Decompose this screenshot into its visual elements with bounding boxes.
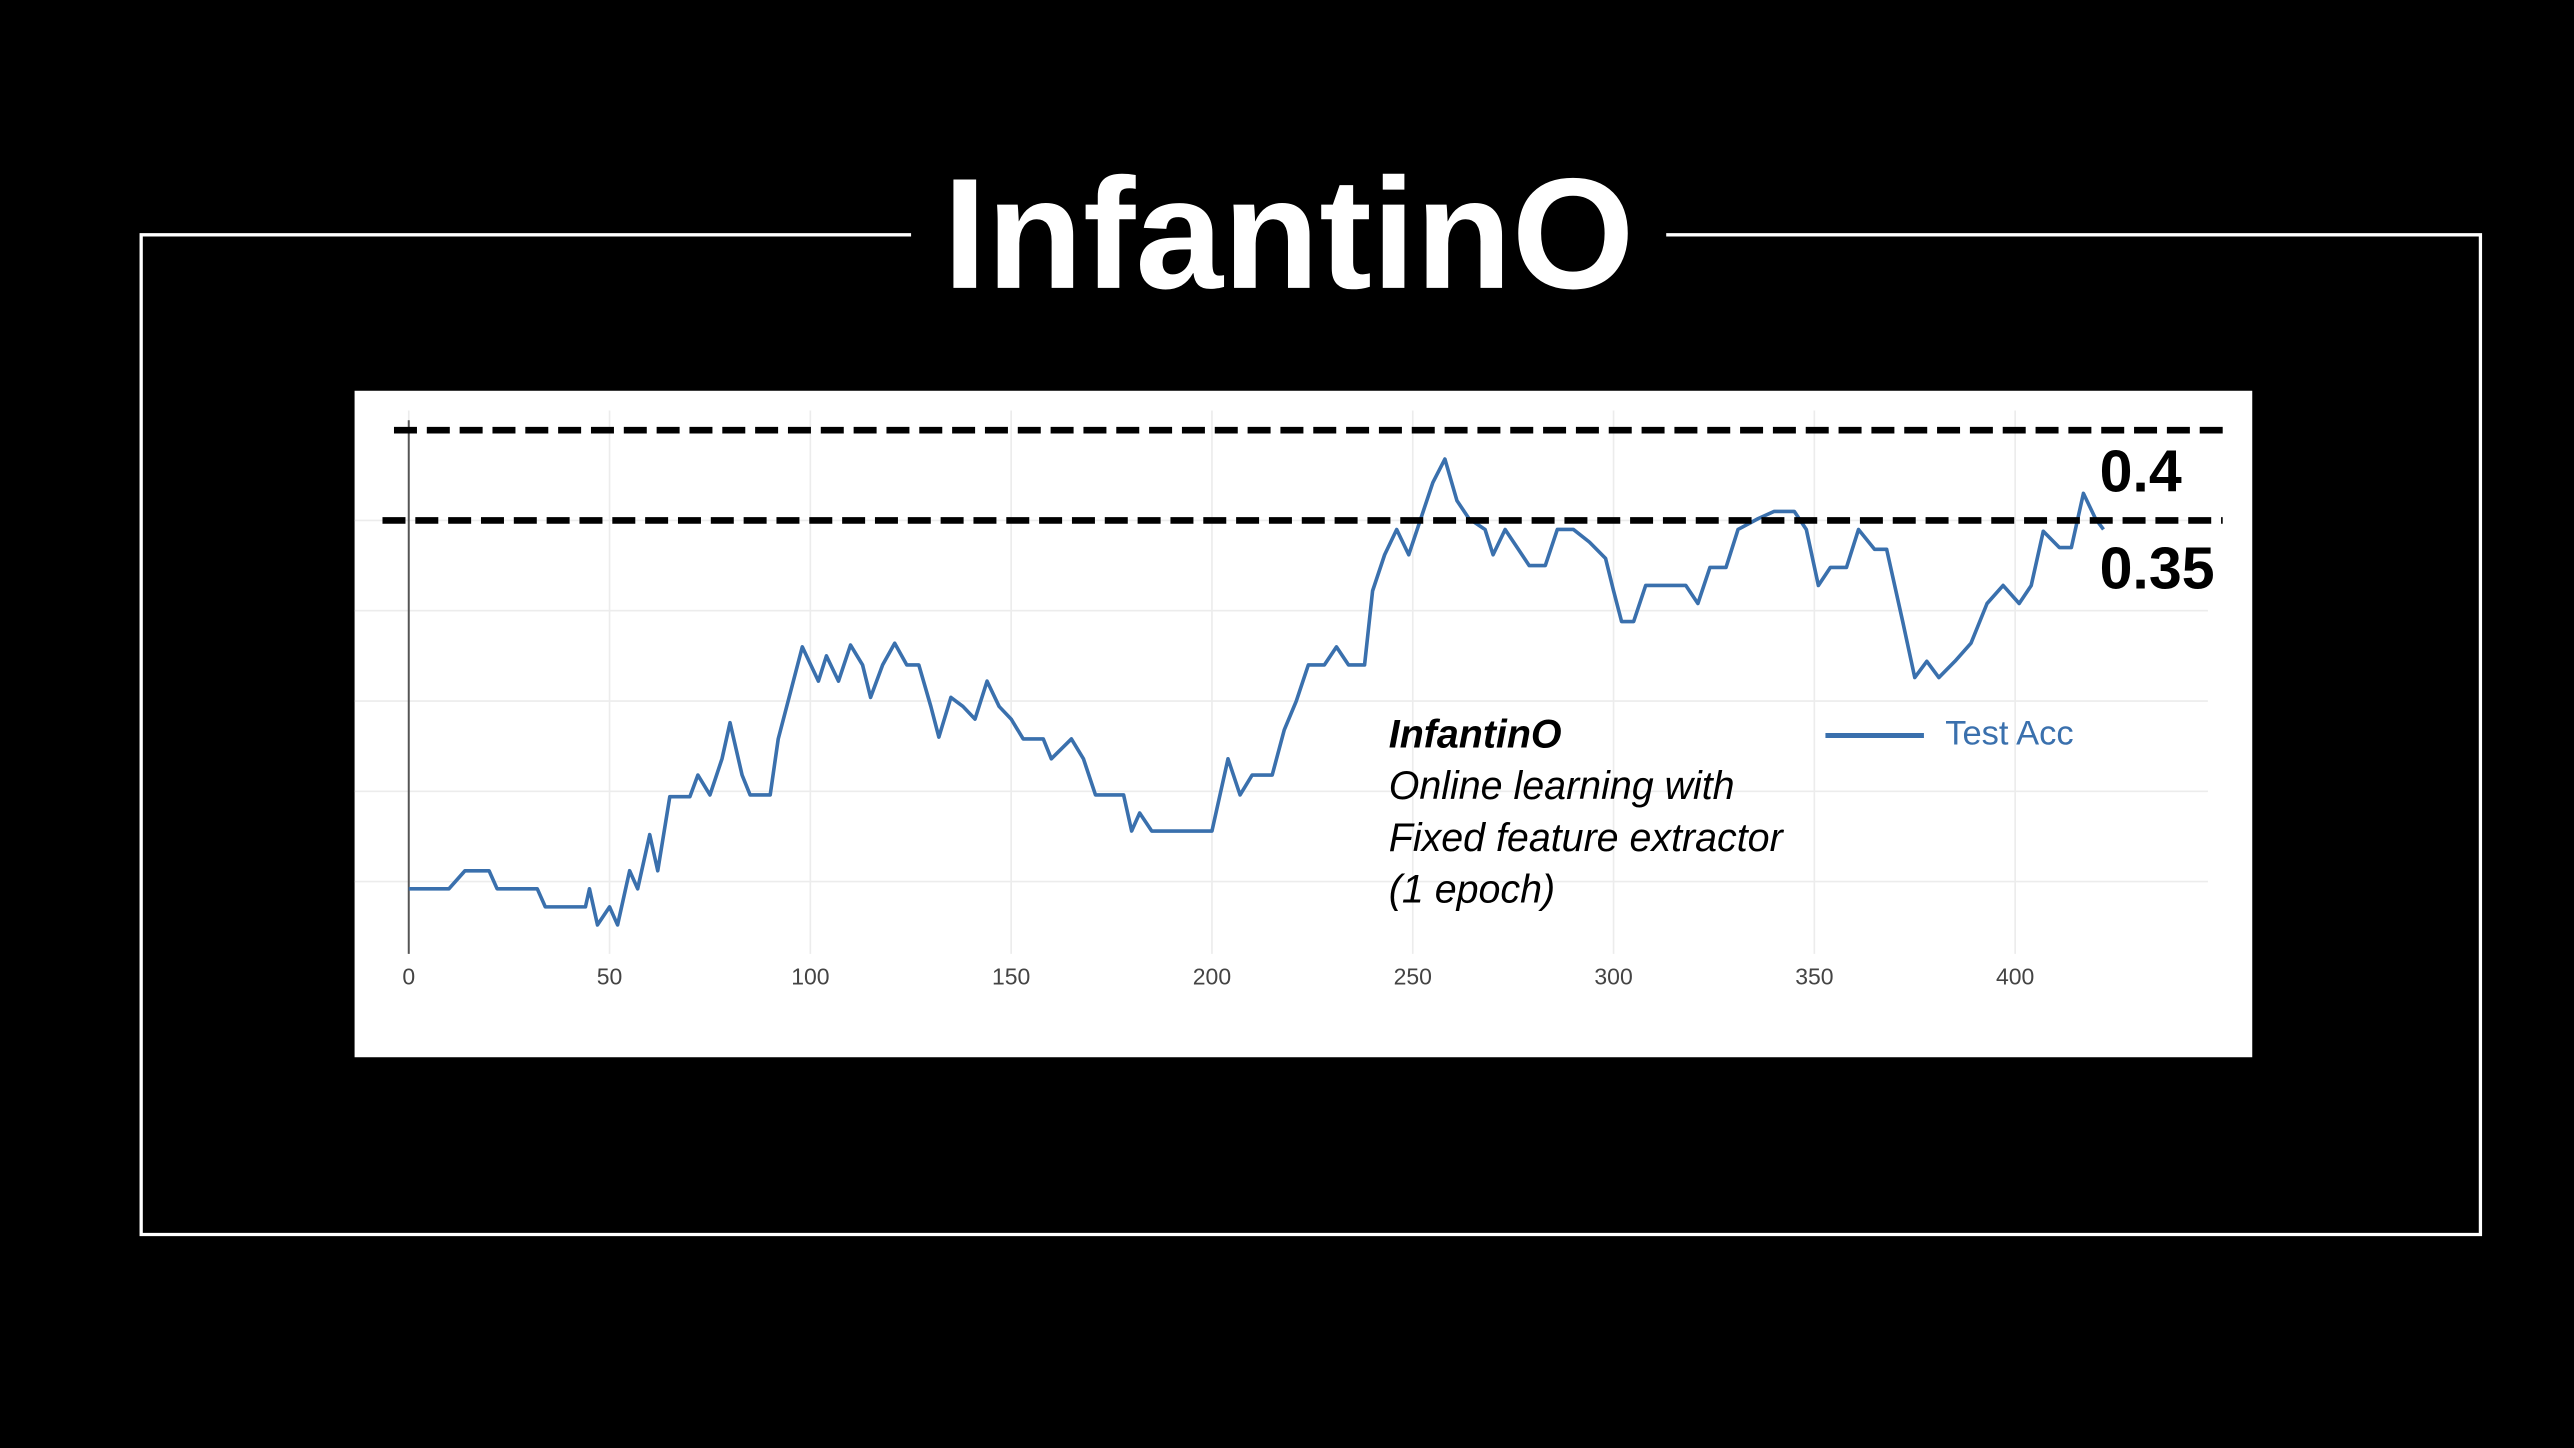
legend-label: Test Acc bbox=[1945, 715, 2073, 753]
x-tick-label: 0 bbox=[402, 964, 415, 990]
frame bbox=[139, 233, 2483, 1237]
annotation: Fixed feature extractor bbox=[1389, 816, 1785, 860]
x-tick-label: 100 bbox=[791, 964, 829, 990]
annotation: Online learning with bbox=[1389, 764, 1735, 808]
x-tick-label: 50 bbox=[597, 964, 623, 990]
reference-label: 0.35 bbox=[2100, 536, 2215, 602]
annotation: (1 epoch) bbox=[1389, 868, 1555, 912]
x-tick-label: 250 bbox=[1394, 964, 1432, 990]
data-line bbox=[408, 457, 2105, 927]
x-tick-label: 200 bbox=[1193, 964, 1231, 990]
x-tick-label: 400 bbox=[1996, 964, 2034, 990]
x-tick-label: 350 bbox=[1795, 964, 1833, 990]
x-tick-label: 150 bbox=[992, 964, 1030, 990]
chart-panel bbox=[354, 390, 2253, 1058]
annotation: InfantinO bbox=[1389, 713, 1562, 757]
reference-label: 0.4 bbox=[2100, 439, 2182, 505]
x-tick-label: 300 bbox=[1594, 964, 1632, 990]
slide-title: InfantinO bbox=[943, 146, 1634, 322]
